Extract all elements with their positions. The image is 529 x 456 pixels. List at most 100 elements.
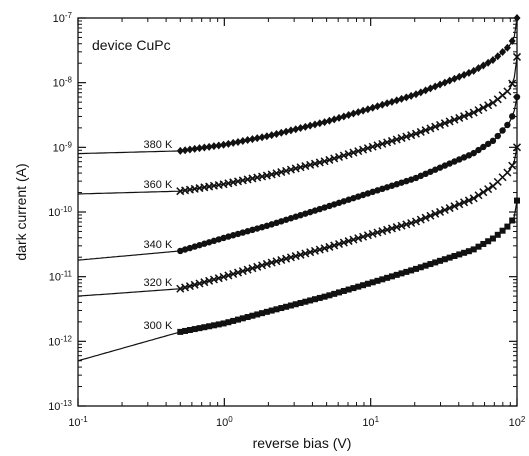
series-340-k — [77, 93, 521, 261]
data-point — [436, 207, 445, 216]
y-axis-label: dark current (A) — [13, 163, 29, 260]
data-point — [282, 127, 290, 136]
data-point — [441, 162, 449, 169]
data-point — [350, 194, 357, 202]
data-point — [268, 307, 275, 314]
data-point — [249, 226, 256, 234]
data-point — [383, 138, 392, 147]
x-tick-label: 100 — [216, 415, 233, 430]
data-point — [181, 283, 190, 292]
data-point — [388, 182, 396, 189]
data-point — [398, 270, 405, 277]
data-point — [513, 14, 521, 22]
data-point — [191, 144, 199, 153]
data-point — [321, 118, 329, 127]
data-point — [340, 112, 348, 121]
data-point — [512, 52, 522, 61]
data-point — [239, 137, 247, 146]
data-point — [416, 127, 425, 136]
data-point — [201, 240, 208, 247]
data-point — [248, 135, 256, 144]
data-point — [272, 129, 280, 138]
data-point — [254, 311, 261, 318]
data-point — [335, 199, 343, 207]
data-point — [330, 115, 338, 124]
data-point — [421, 126, 430, 135]
data-point — [355, 193, 362, 200]
data-point — [311, 120, 319, 129]
data-point — [238, 267, 247, 276]
x-tick-label: 102 — [509, 415, 526, 430]
data-point — [229, 269, 238, 279]
data-point — [378, 100, 386, 109]
data-point — [335, 113, 343, 122]
data-point — [225, 319, 232, 326]
data-point — [190, 280, 199, 289]
data-point — [379, 185, 386, 193]
data-point — [508, 161, 517, 170]
data-point — [408, 267, 415, 274]
data-point — [349, 148, 358, 157]
data-point — [249, 312, 256, 319]
data-point — [258, 133, 266, 142]
data-point — [243, 265, 252, 274]
data-point — [364, 190, 372, 197]
data-point — [460, 112, 469, 121]
data-point — [268, 131, 276, 140]
data-point — [412, 174, 420, 182]
data-point — [219, 272, 228, 281]
data-point — [320, 157, 329, 166]
data-point — [220, 140, 228, 149]
data-point — [291, 252, 300, 261]
data-point — [340, 287, 347, 294]
data-point — [455, 200, 464, 209]
data-point — [196, 144, 204, 153]
data-point — [325, 242, 334, 251]
data-point — [354, 108, 362, 117]
data-point — [220, 234, 227, 242]
y-tick-exponent: -8 — [65, 75, 73, 84]
data-point — [383, 184, 391, 191]
y-tick-label: 10-7 — [53, 11, 73, 26]
data-point — [215, 321, 222, 328]
data-point — [378, 139, 387, 148]
data-point — [267, 258, 276, 267]
y-tick-exponent: -12 — [60, 334, 72, 343]
data-point — [292, 213, 299, 220]
series-label: 340 K — [144, 239, 173, 251]
data-point — [292, 125, 300, 134]
data-point — [383, 225, 392, 234]
data-point — [307, 297, 314, 304]
series-380-k — [77, 14, 521, 155]
data-point — [504, 223, 511, 230]
data-point — [398, 94, 406, 103]
y-tick-exponent: -9 — [65, 140, 73, 149]
data-point — [512, 143, 522, 152]
data-point — [374, 102, 382, 111]
data-point — [499, 227, 506, 234]
data-point — [484, 185, 493, 194]
data-point — [210, 322, 217, 329]
data-point — [229, 138, 237, 147]
data-point — [196, 241, 203, 249]
data-point — [239, 315, 246, 322]
data-point — [176, 284, 185, 293]
x-axis-label: reverse bias (V) — [253, 435, 352, 451]
data-point — [345, 196, 352, 203]
data-point — [440, 119, 449, 128]
data-point — [355, 283, 362, 290]
data-point — [436, 164, 444, 171]
data-point — [349, 109, 357, 118]
data-point — [402, 220, 411, 229]
data-point — [464, 110, 473, 119]
data-point — [504, 121, 511, 129]
data-point — [359, 106, 367, 115]
data-point — [474, 191, 483, 200]
data-point — [206, 323, 213, 330]
data-point — [412, 265, 419, 272]
data-point — [344, 237, 353, 246]
data-point — [411, 129, 421, 138]
data-point — [273, 306, 280, 313]
data-point — [177, 247, 184, 255]
data-point — [302, 210, 309, 217]
